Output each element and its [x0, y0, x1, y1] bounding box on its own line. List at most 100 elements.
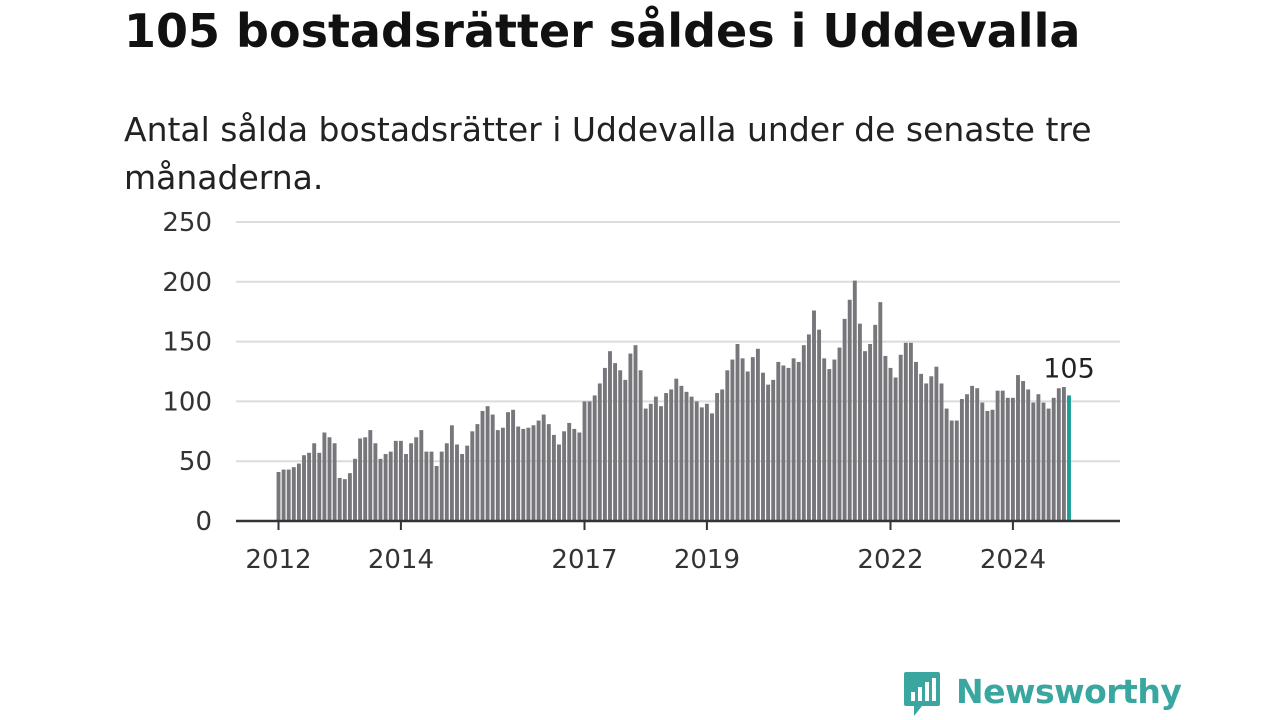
bar: [526, 427, 531, 521]
bar: [302, 455, 306, 521]
bar: [409, 443, 414, 521]
bar: [541, 414, 546, 521]
bar: [307, 452, 312, 521]
bar: [868, 343, 873, 521]
bar: [791, 358, 796, 521]
bar: [1005, 397, 1010, 521]
bar: [653, 396, 658, 521]
bar: [847, 299, 852, 521]
bar: [475, 424, 480, 521]
bar: [761, 372, 765, 521]
bar: [812, 310, 816, 521]
bar: [327, 437, 332, 521]
x-axis-ticks: 2012 2014 2017 2019 2022 2024: [245, 521, 1046, 575]
bar: [985, 410, 990, 521]
bar: [531, 425, 536, 521]
bar: [1041, 402, 1046, 521]
bar: [470, 431, 475, 521]
bar: [643, 408, 648, 521]
bar: [954, 420, 959, 521]
bar: [337, 477, 342, 521]
bar: [398, 440, 403, 521]
bar: [883, 355, 888, 521]
bar: [725, 370, 730, 521]
bar: [378, 458, 383, 521]
bar: [582, 401, 587, 521]
bar: [664, 393, 669, 521]
bar: [822, 358, 827, 521]
bar: [1031, 402, 1036, 521]
bar: [837, 347, 842, 521]
bar: [536, 420, 541, 521]
bar: [832, 359, 837, 521]
bar: [888, 367, 893, 521]
latest-value-label: 105: [1043, 353, 1095, 384]
bar: [383, 454, 388, 521]
bar: [959, 399, 964, 521]
bar: [332, 443, 337, 521]
x-tick-label: 2019: [674, 545, 740, 575]
bar: [919, 373, 924, 521]
bar: [990, 409, 995, 521]
y-tick-label: 0: [195, 507, 212, 537]
bar: [715, 393, 720, 521]
bar: [924, 383, 929, 521]
bar: [857, 323, 862, 521]
bar: [1010, 397, 1015, 521]
bar: [373, 443, 378, 521]
bar: [1000, 390, 1005, 521]
bar: [562, 431, 567, 521]
bar: [434, 465, 439, 521]
bar: [286, 469, 291, 521]
bar: [511, 409, 516, 521]
bar: [766, 384, 771, 521]
bars: [276, 280, 1071, 521]
bar: [587, 401, 592, 521]
bar: [506, 412, 510, 521]
x-tick-label: 2017: [551, 545, 617, 575]
bar: [863, 351, 867, 521]
x-tick-label: 2014: [368, 545, 434, 575]
bar: [710, 413, 714, 521]
bar: [388, 451, 393, 521]
bar: [567, 422, 572, 521]
bar: [485, 406, 490, 521]
bar: [684, 391, 689, 521]
bar: [781, 365, 786, 521]
bar: [970, 385, 975, 521]
bar: [1061, 387, 1066, 521]
bar: [878, 302, 883, 521]
bar: [908, 342, 913, 521]
bar: [659, 406, 663, 521]
bar: [949, 420, 954, 521]
bar: [1021, 381, 1026, 521]
bar: [490, 414, 495, 521]
bar: [638, 370, 643, 521]
bar: [939, 383, 944, 521]
bar: [393, 440, 398, 521]
bar-latest: [1067, 395, 1071, 521]
bar: [796, 361, 801, 521]
bar: [776, 361, 781, 521]
bar: [602, 367, 607, 521]
bar: [618, 370, 623, 521]
bar: [842, 318, 847, 521]
x-tick-label: 2012: [245, 545, 311, 575]
bar: [551, 434, 556, 521]
bar: [801, 345, 806, 521]
bar: [817, 329, 822, 521]
bar: [903, 342, 908, 521]
y-tick-label: 150: [162, 328, 212, 358]
chart-subtitle: Antal sålda bostadsrätter i Uddevalla un…: [124, 110, 1092, 197]
bar: [623, 379, 628, 521]
bar: [613, 363, 618, 521]
y-axis-ticks: 0 50 100 150 200 250: [162, 208, 212, 537]
bar: [597, 383, 602, 521]
bar: [460, 454, 465, 521]
bar: [771, 379, 776, 521]
bar: [516, 426, 521, 521]
bar: [694, 401, 699, 521]
bar: [353, 458, 357, 521]
bar: [852, 280, 857, 521]
bar: [1026, 389, 1031, 521]
